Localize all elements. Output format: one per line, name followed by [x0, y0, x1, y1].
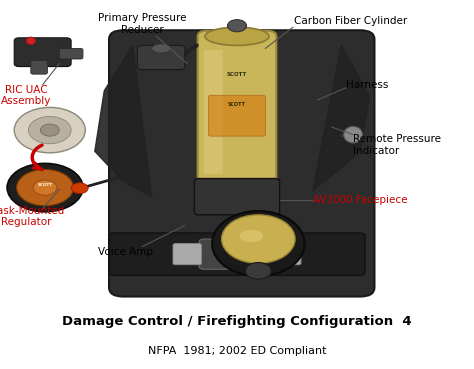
Ellipse shape [222, 215, 295, 263]
FancyBboxPatch shape [59, 48, 83, 59]
FancyBboxPatch shape [109, 30, 374, 297]
Ellipse shape [344, 126, 363, 143]
Text: SCOTT: SCOTT [228, 102, 246, 107]
Circle shape [33, 180, 57, 195]
Text: Primary Pressure
Reducer: Primary Pressure Reducer [98, 13, 186, 35]
Ellipse shape [228, 20, 246, 32]
FancyBboxPatch shape [198, 31, 276, 193]
Text: NFPA  1981; 2002 ED Compliant: NFPA 1981; 2002 ED Compliant [148, 345, 326, 356]
FancyBboxPatch shape [194, 179, 280, 215]
FancyBboxPatch shape [109, 233, 365, 275]
Text: SCOTT: SCOTT [37, 183, 53, 187]
Circle shape [14, 107, 85, 153]
Text: Voice Amp: Voice Amp [98, 247, 153, 257]
Text: RIC UAC
Assembly: RIC UAC Assembly [1, 85, 51, 106]
Ellipse shape [26, 37, 36, 45]
Text: Mask-Mounted
Regulator: Mask-Mounted Regulator [0, 206, 64, 227]
Polygon shape [95, 45, 152, 197]
FancyBboxPatch shape [273, 244, 301, 265]
Circle shape [28, 117, 71, 144]
FancyBboxPatch shape [173, 244, 201, 265]
Circle shape [17, 169, 73, 206]
Text: SCOTT: SCOTT [227, 72, 247, 77]
Circle shape [71, 183, 88, 194]
Text: Carbon Fiber Cylinder: Carbon Fiber Cylinder [294, 16, 407, 26]
Polygon shape [313, 45, 370, 191]
Ellipse shape [246, 262, 272, 279]
FancyBboxPatch shape [137, 45, 185, 70]
FancyBboxPatch shape [209, 95, 265, 136]
Ellipse shape [205, 27, 269, 45]
Text: Harness: Harness [346, 80, 388, 90]
Circle shape [40, 124, 59, 136]
Text: Remote Pressure
Indicator: Remote Pressure Indicator [353, 134, 441, 156]
Ellipse shape [152, 44, 171, 53]
Text: Damage Control / Firefighting Configuration  4: Damage Control / Firefighting Configurat… [62, 314, 412, 328]
FancyBboxPatch shape [14, 38, 71, 66]
Text: AV3000 Facepiece: AV3000 Facepiece [313, 195, 407, 205]
FancyBboxPatch shape [204, 50, 223, 174]
FancyBboxPatch shape [199, 239, 275, 269]
FancyBboxPatch shape [31, 61, 47, 74]
Ellipse shape [212, 211, 305, 276]
Circle shape [7, 163, 83, 212]
Ellipse shape [239, 230, 263, 242]
